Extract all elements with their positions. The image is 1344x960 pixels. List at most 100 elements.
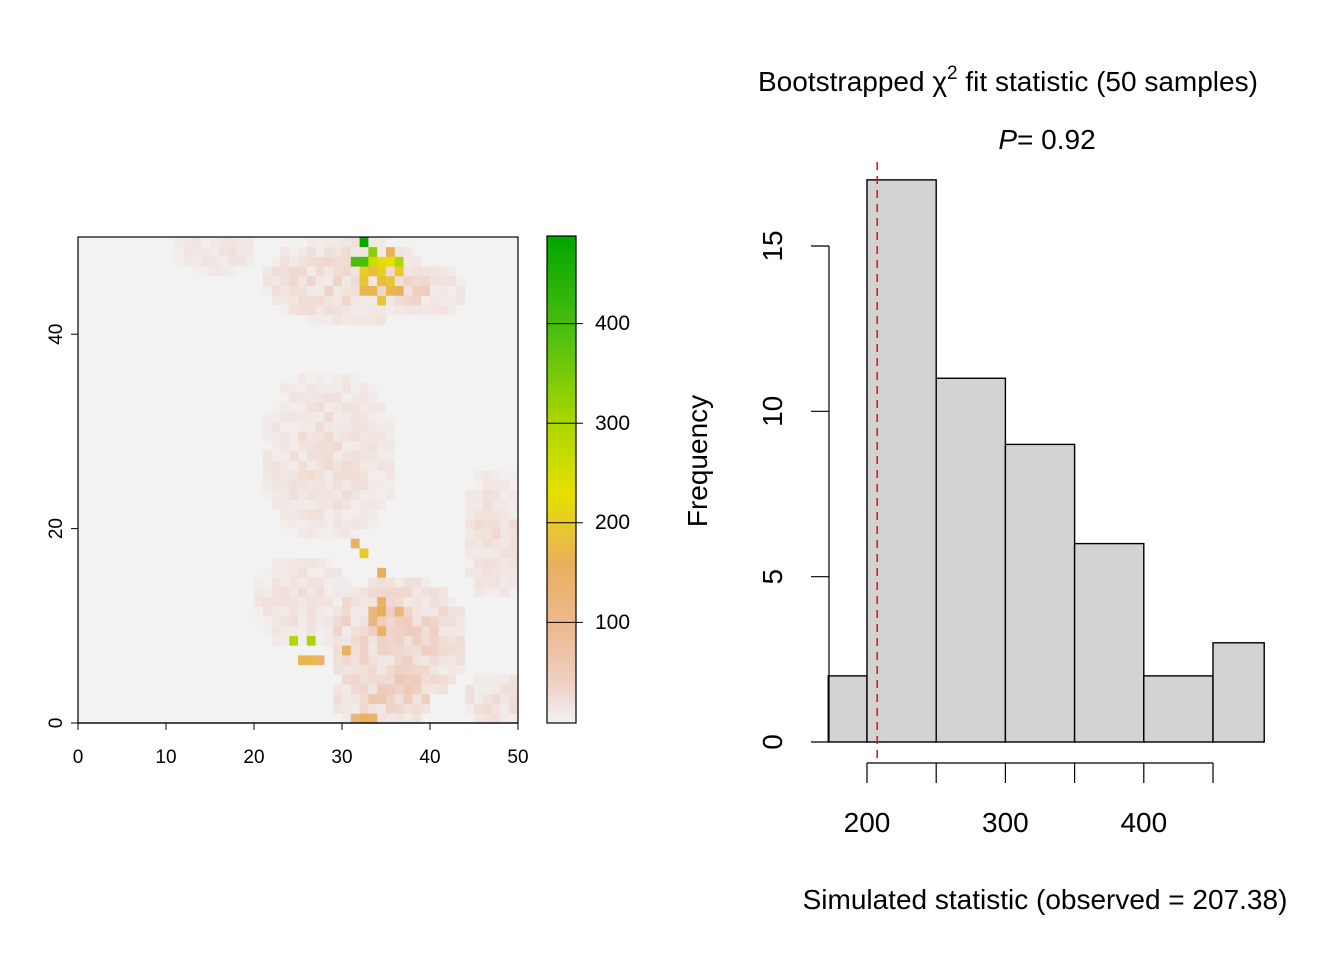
heatmap-cell — [227, 577, 237, 588]
heatmap-cell — [482, 285, 492, 296]
heatmap-cell — [474, 654, 484, 666]
heatmap-cell — [324, 275, 334, 286]
heatmap-cell — [289, 509, 299, 520]
heatmap-cell — [227, 703, 237, 714]
heatmap-cell — [386, 557, 396, 568]
heatmap-cell — [166, 275, 176, 286]
heatmap-cell — [377, 237, 387, 248]
heatmap-cell — [430, 334, 440, 345]
heatmap-cell — [254, 548, 264, 559]
heatmap-cell — [122, 596, 132, 607]
heatmap-cell — [236, 693, 246, 704]
heatmap-cell — [113, 684, 123, 695]
heatmap-cell — [122, 363, 132, 374]
heatmap-cell — [86, 450, 96, 461]
heatmap-cell — [86, 616, 96, 627]
heatmap-cell — [280, 703, 290, 714]
heatmap-cell — [280, 528, 290, 539]
heatmap-cell — [324, 334, 334, 345]
heatmap-cell — [447, 693, 457, 704]
heatmap-cell — [438, 256, 448, 267]
heatmap-cell — [386, 256, 396, 267]
heatmap-cell — [183, 324, 193, 335]
heatmap-cell — [368, 684, 378, 695]
heatmap-cell — [254, 557, 264, 568]
heatmap-cell — [474, 353, 484, 364]
heatmap-cell — [465, 237, 475, 248]
heatmap-cell — [183, 616, 193, 627]
heatmap-cell — [474, 499, 484, 510]
heatmap-cell — [430, 548, 440, 559]
heatmap-cell — [403, 441, 413, 452]
heatmap-cell — [166, 480, 176, 491]
heatmap-cell — [78, 606, 88, 617]
heatmap-cell — [254, 382, 264, 393]
heatmap-cell — [482, 577, 492, 588]
heatmap-cell — [78, 237, 88, 248]
heatmap-cell — [166, 246, 176, 257]
histogram-bar — [1212, 642, 1265, 743]
heatmap-cell — [403, 411, 413, 423]
heatmap-cell — [139, 266, 149, 277]
heatmap-cell — [78, 577, 88, 588]
heatmap-cell — [298, 334, 308, 345]
heatmap-cell — [447, 713, 457, 724]
heatmap-cell — [104, 450, 114, 461]
heatmap-cell — [210, 538, 220, 549]
histogram-x-tick-label: 200 — [844, 807, 891, 838]
heatmap-cell — [218, 703, 228, 714]
heatmap-cell — [456, 635, 466, 646]
heatmap-cell — [342, 324, 352, 335]
heatmap-cell — [271, 382, 281, 393]
heatmap-cell — [183, 450, 193, 461]
heatmap-cell — [491, 596, 501, 607]
heatmap-cell — [236, 237, 246, 248]
heatmap-cell — [95, 353, 105, 364]
heatmap-cell — [438, 441, 448, 452]
heatmap-cell — [289, 324, 299, 335]
heatmap-cell — [78, 460, 88, 471]
heatmap-cell — [166, 343, 176, 355]
heatmap-cell — [403, 489, 413, 500]
heatmap-cell — [500, 557, 510, 568]
heatmap-cell — [359, 246, 369, 257]
heatmap-cell — [254, 402, 264, 413]
heatmap-cell — [465, 353, 475, 364]
heatmap-cell — [465, 625, 475, 636]
heatmap-cell — [148, 557, 158, 568]
heatmap-cell — [271, 246, 281, 257]
heatmap-cell — [201, 373, 211, 384]
heatmap-cell — [377, 382, 387, 393]
heatmap-cell — [157, 295, 167, 306]
heatmap-cell — [104, 305, 114, 316]
heatmap-cell — [403, 625, 413, 636]
heatmap-cell — [430, 460, 440, 471]
heatmap-cell — [342, 382, 352, 393]
heatmap-cell — [78, 373, 88, 384]
heatmap-cell — [86, 684, 96, 695]
heatmap-cell — [438, 411, 448, 423]
heatmap-cell — [342, 557, 352, 568]
heatmap-cell — [166, 470, 176, 481]
heatmap-cell — [218, 713, 228, 724]
heatmap-cell — [139, 509, 149, 520]
heatmap-cell — [271, 606, 281, 617]
heatmap-cell — [509, 266, 519, 277]
heatmap-cell — [350, 382, 360, 393]
heatmap-cell — [104, 353, 114, 364]
heatmap-cell — [183, 314, 193, 325]
heatmap-cell — [210, 480, 220, 491]
heatmap-cell — [500, 421, 510, 432]
heatmap-cell — [509, 703, 519, 714]
heatmap-cell — [403, 246, 413, 257]
heatmap-cell — [438, 480, 448, 491]
heatmap-cell — [315, 392, 325, 403]
heatmap-cell — [236, 499, 246, 510]
heatmap-cell — [359, 548, 369, 559]
heatmap-cell — [438, 635, 448, 646]
heatmap-cell — [359, 480, 369, 491]
heatmap-cell — [456, 596, 466, 607]
heatmap-cell — [148, 334, 158, 345]
heatmap-cell — [500, 411, 510, 423]
